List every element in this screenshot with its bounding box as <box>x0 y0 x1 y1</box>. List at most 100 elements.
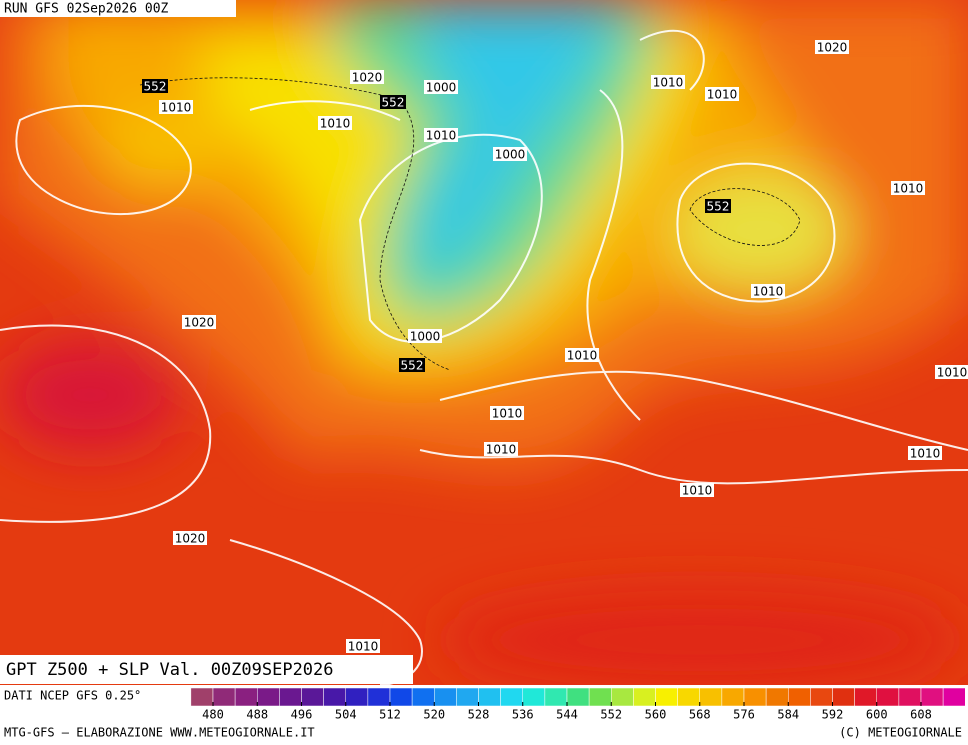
isobar-label: 1010 <box>893 182 924 196</box>
colorbar-tick-label: 544 <box>556 708 578 722</box>
isobar-label-bg <box>182 315 216 329</box>
colorbar-tick-label: 480 <box>202 708 224 722</box>
colorbar-swatch <box>478 687 501 707</box>
colorbar-tick-label: 568 <box>689 708 711 722</box>
colorbar-swatch <box>920 687 944 707</box>
isobar-label: 1020 <box>175 532 206 546</box>
colorbar-tick-label: 520 <box>423 708 445 722</box>
isobar-label-bg <box>935 365 968 379</box>
isobar-label-bg <box>908 446 942 460</box>
footer-right: (C) METEOGIORNALE <box>839 726 962 740</box>
colorbar-swatch <box>854 687 877 707</box>
isobar-label-bg <box>346 639 380 653</box>
isobar-label-bg <box>318 116 352 130</box>
isobar-label: 1010 <box>910 447 941 461</box>
colorbar-swatch <box>832 687 855 707</box>
z500-label-bg <box>380 95 406 109</box>
isobar-label: 1020 <box>817 41 848 55</box>
z500-label-bg <box>142 79 168 93</box>
colorbar-tick-label: 576 <box>733 708 755 722</box>
colorbar-tick-label: 536 <box>512 708 534 722</box>
colorbar-swatch <box>389 687 413 707</box>
colorbar-swatch <box>345 687 369 707</box>
isobar-label-bg <box>493 147 527 161</box>
colorbar-tick-label: 528 <box>468 708 490 722</box>
colorbar-tick-label: 552 <box>600 708 622 722</box>
isobar-label-bg <box>680 483 714 497</box>
z500-label-bg <box>399 358 425 372</box>
colorbar-tick-label: 584 <box>777 708 799 722</box>
isobar-label-bg <box>173 531 207 545</box>
isobar-label-bg <box>350 70 384 84</box>
colorbar-swatch <box>677 687 700 707</box>
isobar-label-bg <box>651 75 685 89</box>
isobar-label-bg <box>815 40 849 54</box>
colorbar-swatch <box>456 687 479 707</box>
colorbar-tick-label: 592 <box>822 708 844 722</box>
colorbar-swatch <box>611 687 634 707</box>
colorbar-swatch <box>323 687 346 707</box>
isobar-label: 1010 <box>348 640 379 654</box>
colorbar-swatch <box>743 687 767 707</box>
colorbar-swatch <box>257 687 280 707</box>
z500-label-bg <box>705 199 731 213</box>
isobar-label-bg <box>490 406 524 420</box>
isobar-label: 1010 <box>707 88 738 102</box>
colorbar-swatch <box>898 687 922 707</box>
colorbar-swatch <box>566 687 590 707</box>
isobar-label-bg <box>408 329 442 343</box>
run-box <box>0 0 236 17</box>
isobar-label: 1010 <box>753 285 784 299</box>
isobar-label: 1000 <box>410 330 441 344</box>
map-field <box>0 0 968 685</box>
isobar-label-bg <box>484 442 518 456</box>
colorbar-swatch <box>699 687 723 707</box>
run-label: RUN GFS 02Sep2026 00Z <box>4 2 169 17</box>
colorbar-swatch <box>788 687 811 707</box>
isobar-label: 1010 <box>320 117 351 131</box>
colorbar-swatch <box>655 687 678 707</box>
colorbar-swatch <box>367 687 391 707</box>
map-title: GPT Z500 + SLP Val. 00Z09SEP2026 <box>6 660 334 680</box>
isobar-label-bg <box>159 100 193 114</box>
colorbar-swatch <box>876 687 900 707</box>
colorbar-swatch <box>765 687 789 707</box>
z500-label: 552 <box>382 96 405 110</box>
z500-label: 552 <box>144 80 167 94</box>
isobar-label: 1020 <box>352 71 383 85</box>
isobar-label: 1010 <box>682 484 713 498</box>
isobar-label-bg <box>891 181 925 195</box>
colorbar-tick-label: 512 <box>379 708 401 722</box>
isobar-label: 1000 <box>495 148 526 162</box>
isobar-label: 1010 <box>486 443 517 457</box>
colorbar-swatch <box>279 687 302 707</box>
isobar-label: 1000 <box>426 81 457 95</box>
z500-label: 552 <box>401 359 424 373</box>
isobar-label: 1010 <box>161 101 192 115</box>
isobar-label: 1010 <box>492 407 523 421</box>
isobar-label: 1020 <box>184 316 215 330</box>
isobar-label: 1010 <box>653 76 684 90</box>
colorbar-swatch <box>588 687 612 707</box>
colorbar-tick-label: 504 <box>335 708 357 722</box>
colorbar-swatch <box>301 687 324 707</box>
isobar-label: 1010 <box>937 366 968 380</box>
colorbar-tick-label: 608 <box>910 708 932 722</box>
isobar-label-bg <box>565 348 599 362</box>
colorbar-swatch <box>522 687 546 707</box>
isobar-label-bg <box>424 80 458 94</box>
colorbar-swatch <box>500 687 523 707</box>
colorbar-swatch <box>942 687 966 707</box>
colorbar-tick-label: 600 <box>866 708 888 722</box>
isobar-label-bg <box>705 87 739 101</box>
colorbar-swatch <box>434 687 457 707</box>
footer-left: MTG-GFS – ELABORAZIONE WWW.METEOGIORNALE… <box>4 726 315 740</box>
colorbar-swatch <box>544 687 568 707</box>
isobar-label-bg <box>751 284 785 298</box>
source-label: DATI NCEP GFS 0.25° <box>4 689 141 703</box>
isobar-label-bg <box>424 128 458 142</box>
colorbar-tick-label: 496 <box>291 708 313 722</box>
colorbar-tick-label: 488 <box>246 708 268 722</box>
